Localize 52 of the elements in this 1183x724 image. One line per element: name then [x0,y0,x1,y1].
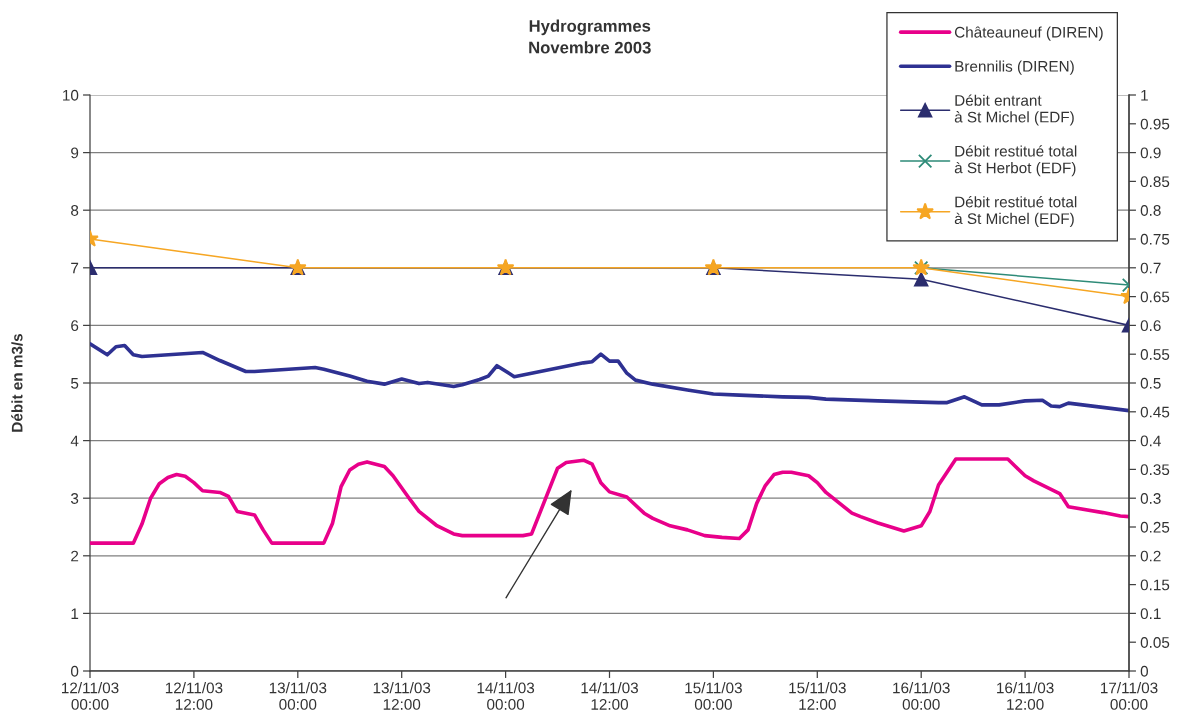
x-tick-label: 13/11/03 00:00 [269,682,327,710]
x-tick-label: 12/11/03 00:00 [62,682,119,710]
y2-tick-label: 0.4 [1140,435,1161,447]
line-series [90,457,1129,545]
chart-title: Hydrogrammes Novembre 2003 [529,19,651,54]
y-tick-label: 1 [71,608,79,619]
y2-tick-label: 0.1 [1140,608,1161,620]
y2-tick-label: 0.15 [1140,579,1170,591]
y-tick-label: 4 [70,435,79,447]
y-tick-label: 2 [71,550,79,562]
y2-tick-label: 0.5 [1140,377,1161,389]
y-tick-label: 8 [71,205,79,216]
y2-tick-label: 0.7 [1140,262,1161,274]
y2-tick-label: 0.25 [1140,521,1170,533]
x-tick-label: 15/11/03 12:00 [789,682,846,710]
y-tick-label: 7 [71,262,79,274]
y-tick-label: 10 [63,89,79,101]
x-tick-label: 17/11/03 00:00 [1101,682,1158,710]
x-tick-label: 12/11/03 12:00 [165,682,223,710]
y2-tick-label: 0.6 [1140,320,1161,332]
y2-tick-label: 1 [1141,90,1148,101]
legend-label: Débit entrant à St Michel (EDF) [954,94,1074,126]
y-tick-label: 5 [71,378,79,389]
y2-tick-label: 0 [1140,665,1149,677]
x-tick-label: 14/11/03 12:00 [581,682,638,710]
y2-tick-label: 0.45 [1140,406,1170,418]
x-tick-label: 15/11/03 00:00 [685,682,742,710]
y2-tick-label: 0.85 [1140,176,1170,188]
x-tick-label: 14/11/03 00:00 [477,682,535,710]
line-series [90,342,1129,413]
legend-label: Brennilis (DIREN) [955,60,1074,75]
y2-tick-label: 0.05 [1140,637,1170,648]
x-tick-label: 16/11/03 00:00 [893,682,950,710]
y2-tick-label: 0.8 [1140,205,1161,216]
y2-tick-label: 0.35 [1140,464,1170,476]
legend-label: Débit restitué total à St Michel (EDF) [954,195,1077,228]
y-tick-label: 9 [71,147,79,159]
y-axis-title: Débit en m3/s [11,333,23,432]
legend-label: Châteauneuf (DIREN) [954,26,1103,41]
y-tick-label: 6 [71,320,79,332]
y2-tick-label: 0.95 [1140,118,1170,130]
y-tick-label: 0 [70,665,79,677]
x-tick-label: 16/11/03 12:00 [997,682,1054,710]
x-tick-label: 13/11/03 12:00 [373,682,431,710]
legend-label: Débit restitué total à St Herbot (EDF) [954,145,1077,177]
y2-tick-label: 0.2 [1140,550,1161,562]
y2-tick-label: 0.9 [1140,147,1161,159]
y-tick-label: 3 [70,493,79,504]
y2-tick-label: 0.75 [1140,233,1170,245]
y2-tick-label: 0.65 [1140,291,1170,303]
y2-tick-label: 0.3 [1140,493,1161,504]
y2-tick-label: 0.55 [1140,349,1170,360]
